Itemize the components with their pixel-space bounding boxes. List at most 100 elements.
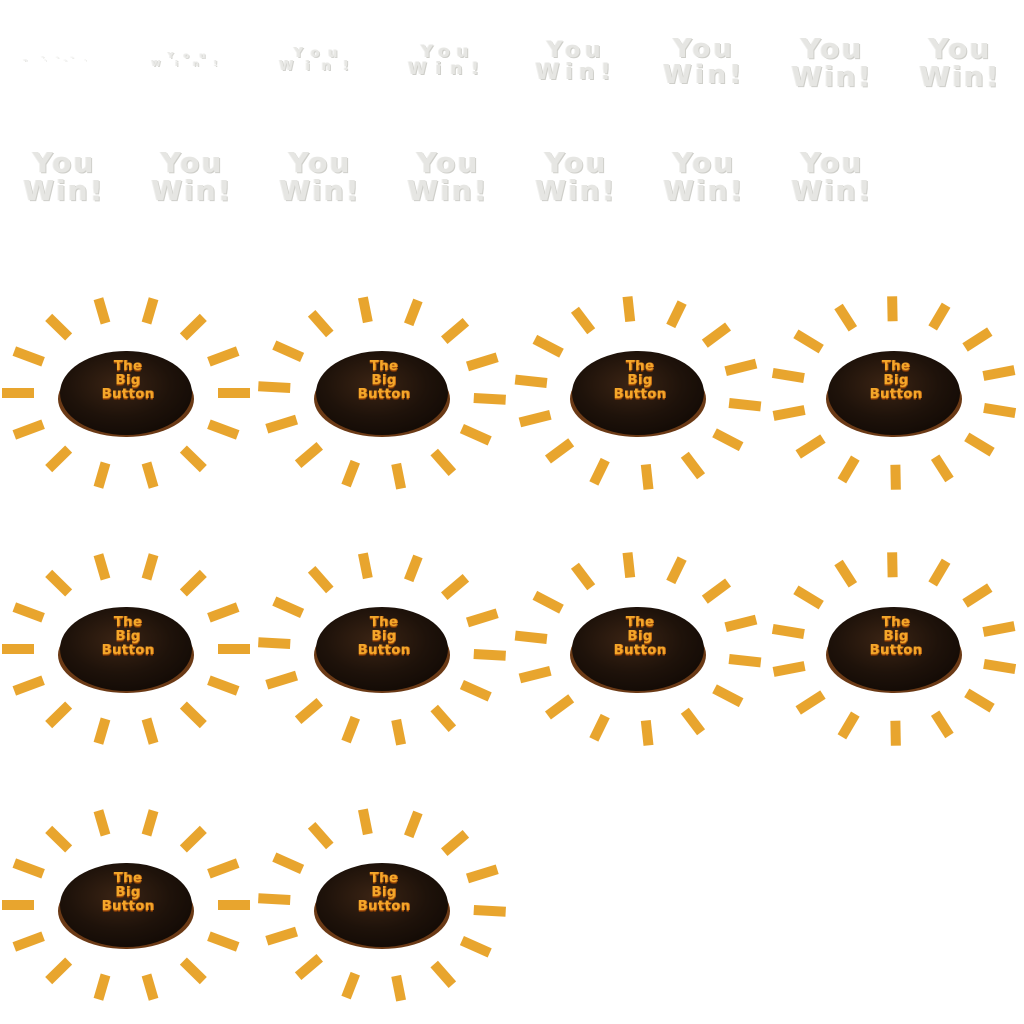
sun-ray: [933, 305, 946, 328]
sun-ray: [98, 555, 105, 579]
big-text: Big: [0, 886, 256, 899]
sun-ray: [729, 659, 761, 662]
sun-ray: [535, 595, 562, 609]
the-text: The: [256, 872, 512, 885]
sun-ray: [774, 666, 805, 672]
sun-ray: [298, 446, 320, 464]
button-text: Button: [256, 900, 512, 913]
sun-ray: [274, 345, 302, 357]
win-text: Win!: [256, 59, 384, 74]
sun-ray: [396, 464, 401, 489]
sun-ray: [967, 693, 992, 708]
sun-ray: [594, 460, 605, 483]
button-text: Button: [512, 644, 768, 657]
big-text: Big: [0, 630, 256, 643]
button-text: Button: [0, 388, 256, 401]
sun-ray: [444, 578, 466, 596]
sun-ray: [671, 559, 682, 582]
sun-ray: [146, 975, 153, 999]
sun-ray: [671, 303, 682, 326]
sun-ray: [967, 437, 992, 452]
sun-ray: [146, 463, 153, 487]
sun-ray: [183, 961, 203, 981]
the-text: The: [256, 616, 512, 629]
sun-ray: [209, 936, 238, 947]
sun-ray: [575, 310, 591, 331]
sun-ray: [146, 719, 153, 743]
sun-ray: [312, 825, 330, 846]
sun-ray: [267, 420, 297, 429]
sun-ray: [146, 811, 153, 835]
the-text: The: [256, 360, 512, 373]
sun-ray: [444, 322, 466, 340]
sun-ray: [98, 719, 105, 743]
win-text: Win!: [896, 60, 1024, 93]
sun-ray: [98, 299, 105, 323]
sun-ray: [520, 415, 550, 423]
sun-ray: [274, 857, 302, 869]
sun-ray: [535, 339, 562, 353]
sun-ray: [298, 958, 320, 976]
sun-ray: [933, 561, 946, 584]
sun-ray: [842, 714, 855, 737]
win-text: Win!: [512, 174, 640, 207]
sun-ray: [267, 932, 297, 941]
button-text: Button: [768, 388, 1024, 401]
win-text: Win!: [640, 174, 768, 207]
sun-ray: [434, 964, 452, 985]
big-text: Big: [256, 630, 512, 643]
button-text: Button: [512, 388, 768, 401]
win-text: Win!: [256, 174, 384, 207]
sun-ray: [798, 695, 823, 711]
sun-ray: [409, 556, 418, 580]
sun-ray: [346, 718, 355, 742]
sun-ray: [183, 317, 203, 337]
sun-ray: [705, 327, 728, 344]
the-text: The: [512, 360, 768, 373]
sun-ray: [183, 573, 203, 593]
sun-ray: [646, 721, 649, 746]
big-text: Big: [512, 630, 768, 643]
sun-ray: [548, 698, 571, 715]
sun-ray: [409, 300, 418, 324]
sun-ray: [363, 297, 368, 322]
sun-ray: [363, 553, 368, 578]
sun-ray: [462, 685, 490, 697]
sun-ray: [98, 975, 105, 999]
sun-ray: [984, 408, 1015, 413]
big-text: Big: [512, 374, 768, 387]
sun-ray: [646, 465, 649, 490]
sun-ray: [14, 680, 43, 691]
big-text: Big: [256, 374, 512, 387]
win-text: Win!: [384, 174, 512, 207]
sun-ray: [183, 449, 203, 469]
sun-ray: [49, 449, 69, 469]
sun-ray: [209, 424, 238, 435]
sun-ray: [462, 941, 490, 953]
sun-ray: [798, 439, 823, 455]
sun-ray: [274, 601, 302, 613]
sun-ray: [209, 680, 238, 691]
sun-ray: [346, 462, 355, 486]
win-text: Win!: [128, 174, 256, 207]
sun-ray: [796, 334, 821, 349]
button-text: Button: [256, 644, 512, 657]
the-text: The: [0, 616, 256, 629]
sun-ray: [444, 834, 466, 852]
sun-ray: [715, 433, 742, 447]
sun-ray: [839, 306, 853, 328]
sun-ray: [705, 583, 728, 600]
win-text: Win!: [768, 174, 896, 207]
